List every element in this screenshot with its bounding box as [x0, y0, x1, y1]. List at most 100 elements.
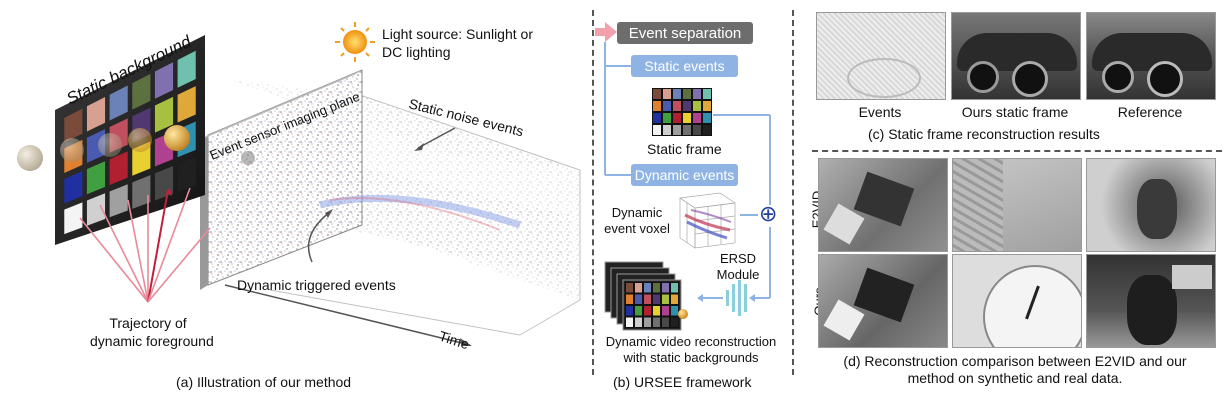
- dynamic-arrow: [307, 211, 331, 263]
- checker-patch: [177, 50, 196, 88]
- checker-patch: [635, 283, 642, 293]
- checker-patch: [132, 175, 151, 209]
- checker-patch: [693, 89, 701, 99]
- ersd-label: ERSD Module: [716, 251, 760, 282]
- checker-patch: [671, 306, 678, 316]
- checker-patch: [653, 317, 660, 327]
- checker-patch: [673, 89, 681, 99]
- panel-c: Events Ours static frame Reference (c) S…: [800, 0, 1230, 150]
- checker-patch: [703, 101, 711, 111]
- checker-patch: [693, 101, 701, 111]
- e2vid-synthetic-1: [818, 158, 948, 252]
- checker-patch: [626, 317, 633, 327]
- checker-patch: [635, 317, 642, 327]
- static-noise-arrow: [417, 127, 456, 149]
- checker-patch: [693, 125, 701, 135]
- reference-thumbnail: [1086, 12, 1216, 100]
- checker-patch: [635, 294, 642, 304]
- caption-b: (b) URSEE framework: [613, 374, 752, 390]
- reference-label: Reference: [1117, 104, 1183, 120]
- ersd-module-icon: [726, 280, 747, 316]
- checker-patch: [86, 97, 106, 132]
- checker-patch: [644, 283, 651, 293]
- checker-patch: [644, 306, 651, 316]
- dynamic-events-box: Dynamic events: [631, 164, 738, 186]
- reconstructed-video-stack: [604, 261, 688, 331]
- checker-patch: [86, 161, 106, 195]
- checker-patch: [653, 306, 660, 316]
- panel-d: E2VID Ours (d) Reconstruction comparison…: [800, 150, 1230, 400]
- checker-patch: [662, 294, 669, 304]
- e2vid-synthetic-2: [952, 158, 1082, 252]
- dynamic-trail: [319, 194, 522, 229]
- caption-c: (c) Static frame reconstruction results: [868, 126, 1100, 142]
- ball-foreground: [164, 125, 190, 151]
- light-source-label: Light source: Sunlight or DC lighting: [382, 26, 533, 60]
- checker-patch: [64, 108, 83, 143]
- checker-patch: [653, 125, 661, 135]
- checker-patch: [662, 317, 669, 327]
- checker-patch: [671, 283, 678, 293]
- checker-patch: [109, 151, 128, 186]
- checker-patch: [653, 101, 661, 111]
- checker-patch: [644, 294, 651, 304]
- checker-patch: [673, 101, 681, 111]
- checker-patch: [64, 171, 83, 204]
- event-separation-box: Event separation: [617, 22, 753, 44]
- checker-patch: [132, 73, 151, 110]
- checker-patch: [693, 113, 701, 123]
- checker-patch: [653, 89, 661, 99]
- ours-real: [1086, 254, 1216, 348]
- checker-patch: [671, 294, 678, 304]
- trajectory-label: Trajectory of dynamic foreground: [90, 315, 214, 349]
- static-events-box: Static events: [631, 55, 738, 77]
- panel-b: Event separation Static events Static fr…: [595, 0, 790, 400]
- panel-a: Static background Event sensor imaging p…: [0, 0, 590, 400]
- e2vid-real: [1086, 158, 1216, 252]
- checker-patch: [683, 89, 691, 99]
- ours-static-label: Ours static frame: [961, 104, 1069, 120]
- checker-patch: [703, 113, 711, 123]
- reconstruction-label: Dynamic video reconstruction with static…: [605, 334, 777, 365]
- checker-patch: [635, 306, 642, 316]
- checker-patch: [86, 193, 106, 226]
- panel-a-illustration: Static background Event sensor imaging p…: [17, 22, 581, 352]
- checker-patch: [177, 156, 196, 193]
- checker-patch: [626, 306, 633, 316]
- checker-patch: [626, 294, 633, 304]
- ball-fade-3: [98, 133, 122, 157]
- checker-patch: [673, 125, 681, 135]
- checker-patch: [644, 317, 651, 327]
- checker-patch: [109, 85, 128, 121]
- checker-patch: [653, 283, 660, 293]
- divider-c-d: [812, 150, 1222, 152]
- checker-patch: [653, 113, 661, 123]
- caption-a: (a) Illustration of our method: [176, 374, 352, 390]
- ours-synthetic-2: [952, 254, 1082, 348]
- static-frame-label: Static frame: [647, 141, 722, 157]
- checker-patch: [671, 317, 678, 327]
- ours-synthetic-1: [818, 254, 948, 348]
- checker-patch: [663, 89, 671, 99]
- checker-patch: [109, 184, 128, 218]
- checker-patch: [683, 125, 691, 135]
- checker-patch: [663, 113, 671, 123]
- caption-d: (d) Reconstruction comparison between E2…: [843, 353, 1187, 386]
- dynamic-triggered-label: Dynamic triggered events: [237, 277, 396, 293]
- sun-icon: [335, 22, 375, 62]
- checker-patch: [626, 283, 633, 293]
- ball-fade-4: [128, 128, 152, 152]
- checker-patch: [154, 96, 174, 133]
- trajectory-rays: [79, 187, 211, 303]
- checker-patch: [653, 294, 660, 304]
- checker-patch: [703, 125, 711, 135]
- checker-patch: [154, 62, 174, 99]
- checker-patch: [703, 89, 711, 99]
- ball-fade-2: [60, 138, 84, 162]
- checker-patch: [663, 101, 671, 111]
- checker-patch: [683, 101, 691, 111]
- divider-a-b: [592, 10, 594, 375]
- time-axis: [224, 284, 471, 346]
- events-label: Events: [858, 104, 902, 120]
- checker-patch: [662, 283, 669, 293]
